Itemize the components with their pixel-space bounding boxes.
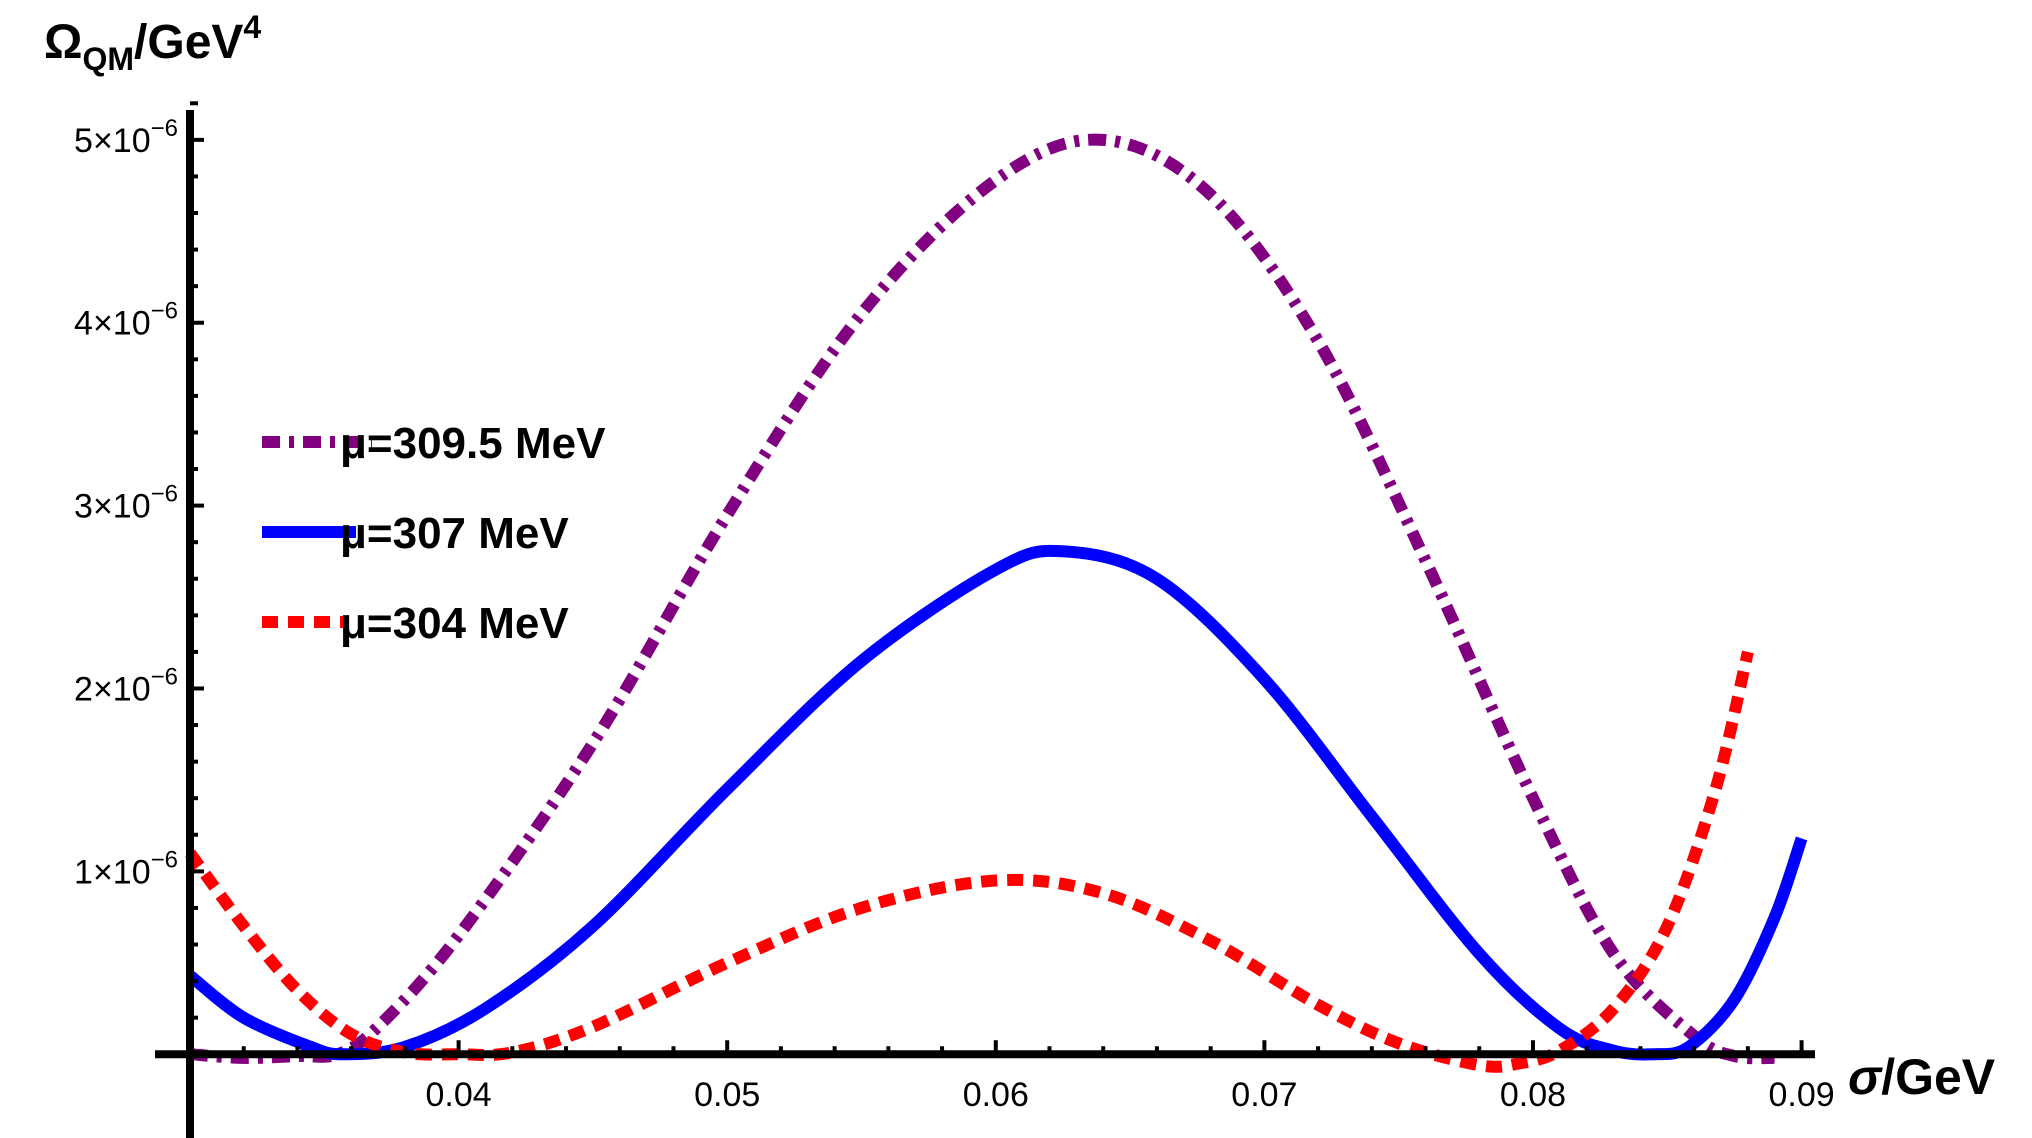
y-axis-unit: /GeV [134, 16, 243, 69]
legend-label-0: μ=309.5 MeV [340, 419, 606, 468]
series-line-2 [185, 650, 1754, 1073]
legend-entry-0: μ=309.5 MeV [262, 419, 606, 468]
x-tick-label-3: 0.07 [1231, 1076, 1297, 1114]
x-axis-unit: /GeV [1881, 1049, 1996, 1105]
y-axis-superscript: 4 [243, 9, 261, 45]
axes [155, 110, 1815, 1138]
legend-label-0-text: μ=309.5 MeV [340, 419, 606, 468]
legend-label-2-text: μ=304 MeV [340, 599, 569, 648]
legend-label-2: μ=304 MeV [340, 599, 569, 648]
x-axis-title: σ/GeV [1848, 1049, 1996, 1105]
x-tick-label-2: 0.06 [963, 1076, 1029, 1114]
legend-entry-1: μ=307 MeV [262, 509, 569, 558]
x-tick-label-4: 0.08 [1500, 1076, 1566, 1114]
ticks: 0.04 0.05 0.06 0.07 0.08 0.09 1×10−6 2×10−6 3×10… [74, 101, 1835, 1114]
legend-entry-2: μ=304 MeV [262, 599, 569, 648]
y-tick-label-1: 2×10−6 [74, 663, 178, 708]
y-tick-label-0: 1×10−6 [74, 846, 178, 891]
y-tick-label-2: 3×10−6 [74, 481, 178, 526]
legend: μ=309.5 MeV μ=307 MeV μ=304 MeV [262, 419, 606, 648]
x-tick-label-5: 0.09 [1768, 1076, 1834, 1114]
x-tick-label-0: 0.04 [426, 1076, 492, 1114]
y-tick-label-3: 4×10−6 [74, 298, 178, 343]
legend-label-1: μ=307 MeV [340, 509, 569, 558]
series-line-0 [189, 133, 1775, 1065]
y-axis-symbol: Ω [44, 16, 82, 69]
x-tick-label-1: 0.05 [694, 1076, 760, 1114]
y-tick-label-4: 5×10−6 [74, 115, 178, 160]
legend-label-1-text: μ=307 MeV [340, 509, 569, 558]
y-axis-title: ΩQM/GeV4 [44, 9, 261, 77]
y-axis-subscript: QM [82, 41, 134, 77]
x-axis-symbol: σ [1848, 1049, 1883, 1105]
